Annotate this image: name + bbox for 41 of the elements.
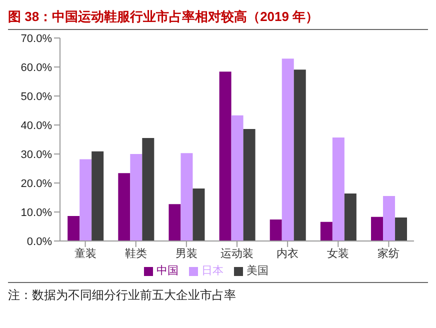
bar xyxy=(371,216,384,241)
y-tick-label: 10.0% xyxy=(20,206,52,219)
x-tick-label: 运动装 xyxy=(220,246,254,260)
bar xyxy=(395,218,408,241)
bar xyxy=(383,196,396,241)
legend-label: 日本 xyxy=(202,265,224,277)
y-tick-label: 40.0% xyxy=(20,120,52,132)
bar xyxy=(142,138,154,241)
y-tick-label: 20.0% xyxy=(20,178,52,190)
bar xyxy=(282,58,294,241)
x-tick-label: 男装 xyxy=(175,246,198,260)
legend-label: 中国 xyxy=(156,265,178,277)
bar xyxy=(332,137,344,241)
x-tick-label: 童装 xyxy=(74,246,96,260)
y-tick-label: 70.0% xyxy=(20,32,52,45)
bar xyxy=(118,173,130,241)
y-tick-label: 50.0% xyxy=(20,90,52,103)
bar xyxy=(231,115,244,241)
bar xyxy=(344,193,356,241)
bar xyxy=(180,153,193,241)
bar xyxy=(320,222,332,241)
bar xyxy=(68,216,80,241)
y-tick-label: 0.0% xyxy=(26,236,52,248)
bar xyxy=(92,151,104,241)
x-tick-label: 鞋类 xyxy=(124,246,147,260)
x-tick-label: 内衣 xyxy=(276,246,299,260)
text: 注：数据为不同细分行业前五大企业市占率 xyxy=(8,287,237,304)
bar xyxy=(270,220,282,241)
x-tick-label: 女装 xyxy=(327,246,350,260)
bar xyxy=(130,154,142,241)
bar xyxy=(168,204,181,241)
bar xyxy=(80,159,92,241)
y-tick-label: 60.0% xyxy=(20,62,52,74)
chart-title: 图 38：中国运动鞋服行业市占率相对较高（2019 年） xyxy=(8,8,428,30)
bar xyxy=(192,188,205,241)
bar xyxy=(219,72,232,241)
bar xyxy=(243,129,256,241)
x-tick-label: 家纺 xyxy=(378,246,400,260)
legend-label: 美国 xyxy=(246,265,268,277)
y-tick-label: 30.0% xyxy=(20,148,52,161)
bar xyxy=(294,70,306,241)
